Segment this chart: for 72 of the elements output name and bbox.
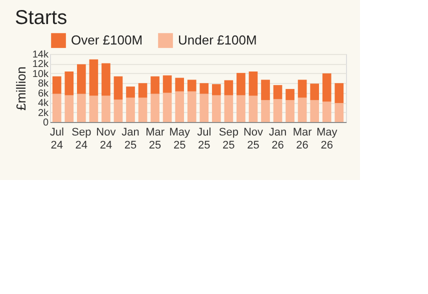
bar	[273, 99, 282, 122]
bar	[298, 98, 307, 122]
bar	[187, 80, 196, 92]
bar	[298, 80, 307, 98]
bar	[212, 84, 221, 96]
bar	[52, 94, 62, 122]
bar	[310, 100, 319, 122]
bar	[212, 95, 221, 122]
bar	[150, 94, 160, 122]
y-axis-title: £million	[13, 66, 28, 111]
y-tick-label: 4k	[38, 98, 50, 110]
x-tick-label: Sep 24	[72, 126, 92, 152]
bar	[89, 96, 98, 122]
bar	[52, 76, 62, 94]
y-tick-label: 8k	[38, 78, 50, 90]
y-tick-label: 2k	[38, 108, 50, 119]
x-tick-label: Jan 25	[122, 126, 140, 152]
x-tick-label: Nov 24	[96, 126, 116, 152]
x-tick-label: Jul 24	[50, 126, 64, 152]
y-tick-label: 10k	[32, 68, 50, 80]
x-tick-label: Mar 26	[292, 126, 312, 152]
bar	[175, 91, 184, 122]
bar	[102, 63, 110, 96]
bar	[322, 73, 332, 102]
bar	[162, 92, 172, 122]
bar	[187, 91, 196, 122]
x-tick-label: Mar 25	[146, 126, 165, 152]
bar	[261, 80, 270, 100]
x-tick-label: Jan 26	[268, 126, 287, 152]
bar	[64, 95, 74, 122]
bar	[175, 78, 184, 92]
bar	[322, 102, 332, 122]
chart-title: Starts	[14, 7, 68, 29]
bar	[126, 86, 135, 98]
bar	[236, 72, 246, 96]
y-tick-label: 6k	[38, 88, 50, 100]
bar	[310, 84, 319, 100]
bar	[102, 96, 110, 122]
bar	[77, 94, 86, 122]
bar	[334, 103, 344, 122]
bar	[162, 75, 172, 93]
bar	[248, 71, 258, 96]
bar	[334, 83, 344, 104]
bar	[64, 71, 74, 96]
bar	[138, 98, 148, 122]
bar	[286, 100, 294, 122]
y-tick-label: 0	[42, 118, 49, 128]
bar	[224, 95, 234, 122]
bar	[200, 83, 209, 94]
x-tick-label: Jul 25	[197, 126, 212, 152]
legend-label: Over £100M	[71, 32, 143, 48]
bar	[286, 88, 294, 100]
bar	[126, 98, 135, 122]
x-tick-label: May 26	[316, 126, 338, 152]
bar	[273, 85, 282, 100]
bar	[114, 100, 123, 122]
x-tick-label: Sep 25	[218, 126, 238, 152]
bar	[224, 80, 234, 96]
bar	[89, 59, 98, 96]
bar	[236, 95, 246, 122]
x-tick-label: May 25	[169, 126, 190, 152]
bar	[77, 64, 86, 94]
legend-label: Under £100M	[178, 32, 257, 48]
bar	[248, 96, 258, 122]
bar	[114, 76, 123, 100]
x-tick-label: Nov 25	[243, 126, 264, 152]
bar	[200, 94, 209, 122]
y-tick-label: 12k	[32, 59, 50, 70]
bar	[261, 100, 270, 122]
bar	[150, 76, 160, 94]
y-tick-label: 14k	[32, 50, 50, 60]
bar	[138, 83, 148, 98]
